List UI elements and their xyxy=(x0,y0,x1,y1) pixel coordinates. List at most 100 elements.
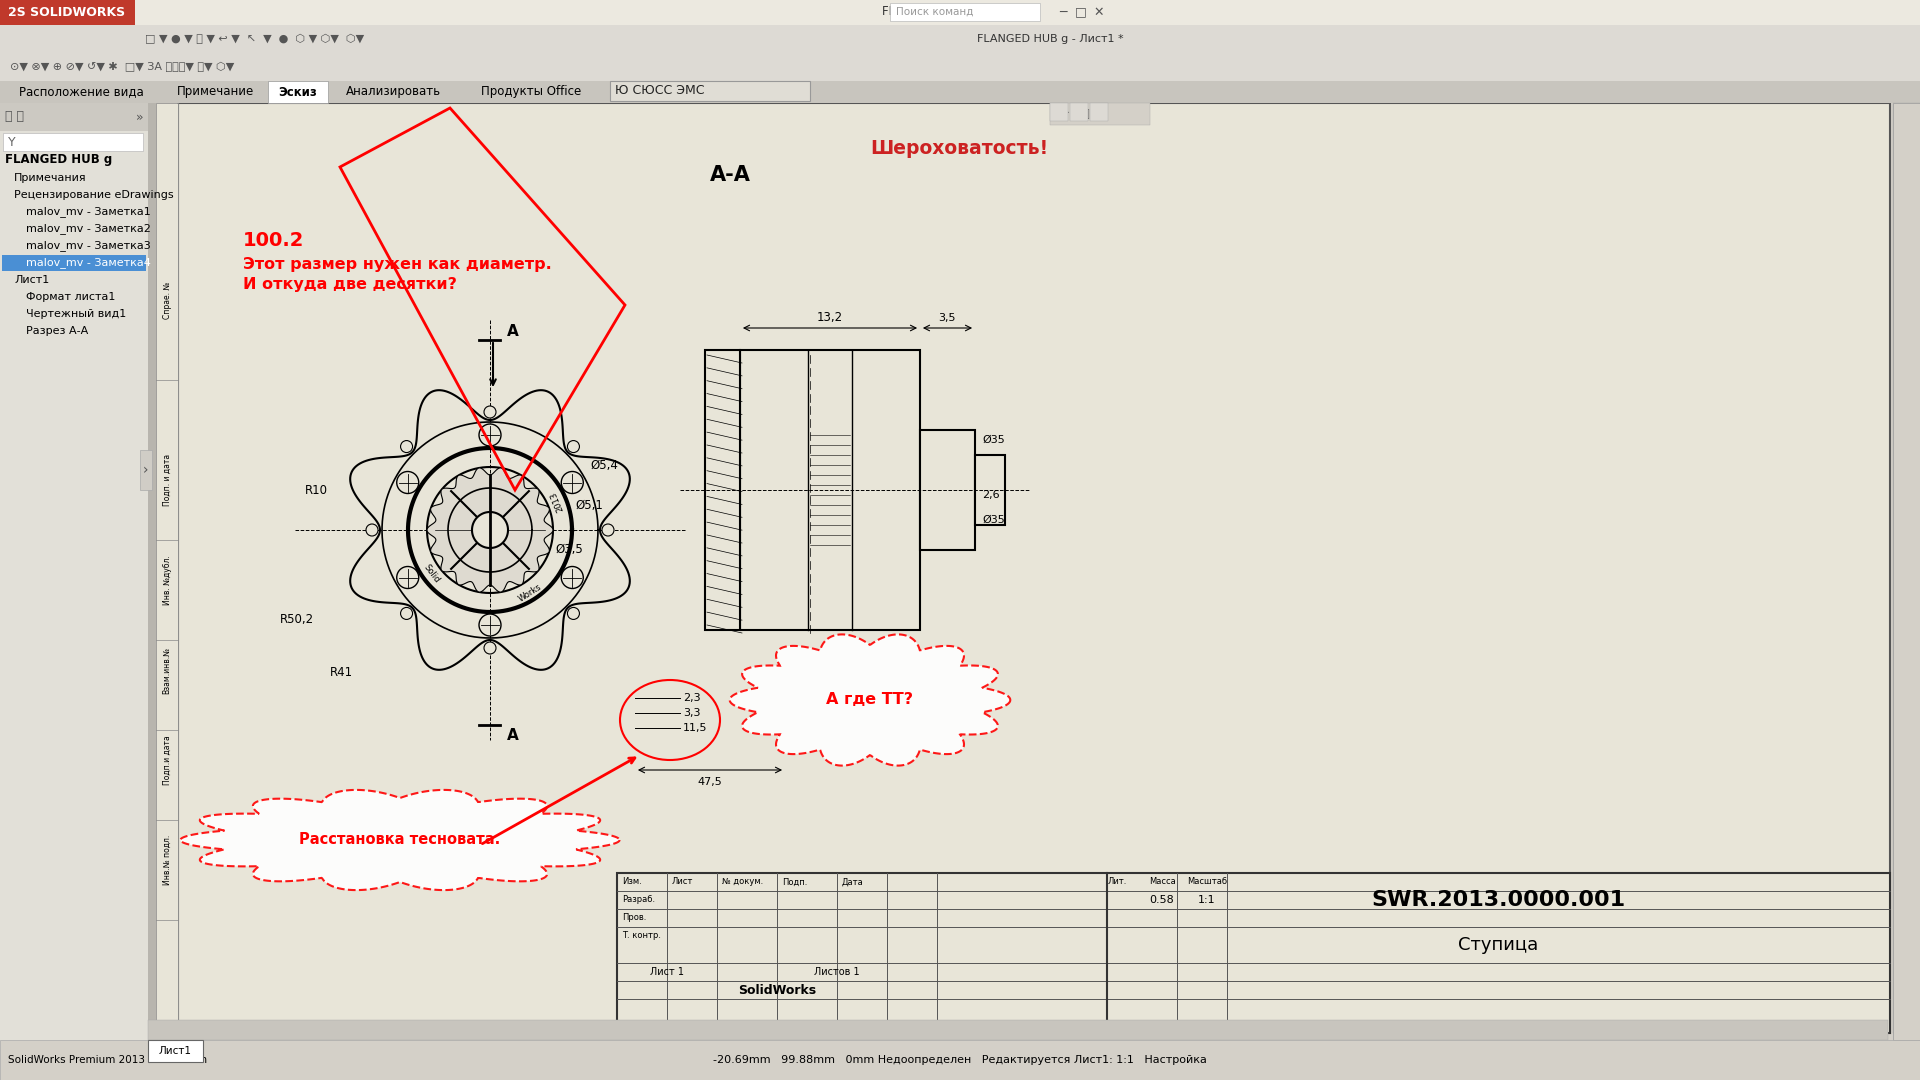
Polygon shape xyxy=(1069,103,1089,121)
Text: Примечание: Примечание xyxy=(177,85,253,98)
Text: ─: ─ xyxy=(1060,5,1068,18)
Text: 0.58: 0.58 xyxy=(1150,895,1175,905)
Text: Подп. и дата: Подп. и дата xyxy=(163,454,171,507)
Text: 47,5: 47,5 xyxy=(697,777,722,787)
Polygon shape xyxy=(1893,103,1920,1040)
Text: Примечания: Примечания xyxy=(13,173,86,183)
Text: Изм.: Изм. xyxy=(622,877,641,887)
Polygon shape xyxy=(179,103,1889,1032)
Polygon shape xyxy=(0,103,148,1080)
Text: 100.2: 100.2 xyxy=(244,230,305,249)
Circle shape xyxy=(397,567,419,589)
Polygon shape xyxy=(1050,103,1150,125)
Polygon shape xyxy=(472,512,509,548)
Polygon shape xyxy=(148,1020,1887,1040)
Text: 3,5: 3,5 xyxy=(939,313,956,323)
Text: 11,5: 11,5 xyxy=(684,723,707,733)
Polygon shape xyxy=(739,350,920,630)
Text: Масштаб: Масштаб xyxy=(1187,877,1227,887)
Text: 2,3: 2,3 xyxy=(684,693,701,703)
Polygon shape xyxy=(2,255,146,271)
Circle shape xyxy=(401,607,413,620)
Text: ✕: ✕ xyxy=(1094,5,1104,18)
Text: ⬛ ⬛: ⬛ ⬛ xyxy=(6,110,23,123)
Text: Пров.: Пров. xyxy=(622,914,647,922)
Text: Взам.инв.№: Взам.инв.№ xyxy=(163,647,171,693)
Polygon shape xyxy=(4,133,142,151)
Text: A: A xyxy=(507,324,518,339)
Polygon shape xyxy=(180,789,620,890)
Text: Дата: Дата xyxy=(843,877,864,887)
Polygon shape xyxy=(1897,120,1916,136)
Text: Анализировать: Анализировать xyxy=(346,85,442,98)
Text: □ ▼ ● ▼ ⬛ ▼ ↩ ▼  ↖  ▼  ●  ⬡ ▼ ⬡▼  ⬡▼: □ ▼ ● ▼ ⬛ ▼ ↩ ▼ ↖ ▼ ● ⬡ ▼ ⬡▼ ⬡▼ xyxy=(146,33,365,44)
Text: № докум.: № докум. xyxy=(722,877,764,887)
Polygon shape xyxy=(1893,103,1920,1032)
Text: SolidWorks Premium 2013 x64 Edition: SolidWorks Premium 2013 x64 Edition xyxy=(8,1055,207,1065)
Polygon shape xyxy=(1897,145,1916,161)
Polygon shape xyxy=(920,430,975,550)
Polygon shape xyxy=(705,350,739,630)
Text: 3,3: 3,3 xyxy=(684,708,701,718)
Polygon shape xyxy=(267,81,328,103)
Polygon shape xyxy=(426,468,553,592)
Text: FLANGED HUB g - Лист1 *: FLANGED HUB g - Лист1 * xyxy=(883,5,1037,18)
Text: FLANGED HUB g: FLANGED HUB g xyxy=(6,153,111,166)
Text: R50,2: R50,2 xyxy=(280,613,315,626)
Text: Разрез А-А: Разрез А-А xyxy=(27,326,88,336)
Text: Ø5,4: Ø5,4 xyxy=(589,459,618,472)
Text: 2013: 2013 xyxy=(549,490,566,513)
Circle shape xyxy=(484,406,495,418)
Text: malov_mv - Заметка2: malov_mv - Заметка2 xyxy=(27,224,152,234)
Polygon shape xyxy=(616,873,1889,1032)
Text: ⟳ 🔍 ⬜: ⟳ 🔍 ⬜ xyxy=(1060,109,1091,119)
Text: malov_mv - Заметка3: malov_mv - Заметка3 xyxy=(27,241,152,252)
Polygon shape xyxy=(1897,280,1916,296)
Text: Ø5,1: Ø5,1 xyxy=(574,499,603,512)
Text: И откуда две десятки?: И откуда две десятки? xyxy=(244,278,457,293)
Circle shape xyxy=(561,567,584,589)
Text: Ю СЮСС ЭМС: Ю СЮСС ЭМС xyxy=(614,84,705,97)
Polygon shape xyxy=(459,81,605,103)
Text: Y: Y xyxy=(8,135,15,148)
Text: Ступица: Ступица xyxy=(1459,936,1538,954)
Text: SWR.2013.0000.001: SWR.2013.0000.001 xyxy=(1371,890,1626,910)
Polygon shape xyxy=(156,103,179,1032)
Polygon shape xyxy=(163,81,267,103)
Text: Расположение вида: Расположение вида xyxy=(19,85,144,98)
Text: Подп.: Подп. xyxy=(781,877,808,887)
Circle shape xyxy=(397,472,419,494)
Text: Рецензирование eDrawings: Рецензирование eDrawings xyxy=(13,190,173,200)
Text: 1:1: 1:1 xyxy=(1198,895,1215,905)
Text: 2S SOLIDWORKS: 2S SOLIDWORKS xyxy=(8,5,125,18)
Circle shape xyxy=(484,642,495,654)
Text: Поиск команд: Поиск команд xyxy=(897,6,973,17)
Text: Продукты Office: Продукты Office xyxy=(482,85,582,98)
Polygon shape xyxy=(0,25,1920,53)
Text: А-А: А-А xyxy=(710,165,751,185)
Text: -20.69mm   99.88mm   0mm Недоопределен   Редактируется Лист1: 1:1   Настройка: -20.69mm 99.88mm 0mm Недоопределен Редак… xyxy=(712,1055,1208,1065)
Polygon shape xyxy=(0,81,1920,103)
Text: Solid: Solid xyxy=(422,563,442,584)
Text: Лист1: Лист1 xyxy=(159,1047,192,1056)
Text: Ø35: Ø35 xyxy=(981,515,1004,525)
Polygon shape xyxy=(148,103,156,1032)
Text: Спрае. №: Спрае. № xyxy=(163,282,171,319)
Text: Т. контр.: Т. контр. xyxy=(622,931,660,941)
Polygon shape xyxy=(0,1040,1920,1080)
Polygon shape xyxy=(1050,103,1068,121)
Text: Лист1: Лист1 xyxy=(13,275,50,285)
Text: Этот размер нужен как диаметр.: Этот размер нужен как диаметр. xyxy=(244,257,551,272)
Text: ⊙▼ ⊗▼ ⊕ ⊘▼ ↺▼ ✱  □▼ ЗА ⬛⬛⬛▼ ⬛▼ ⬡▼: ⊙▼ ⊗▼ ⊕ ⊘▼ ↺▼ ✱ □▼ ЗА ⬛⬛⬛▼ ⬛▼ ⬡▼ xyxy=(10,62,234,72)
Text: Лист: Лист xyxy=(672,877,693,887)
Text: R41: R41 xyxy=(330,665,353,678)
Polygon shape xyxy=(0,53,1920,81)
Circle shape xyxy=(478,615,501,636)
Text: Лит.: Лит. xyxy=(1108,877,1127,887)
Text: 2,6: 2,6 xyxy=(981,490,1000,500)
Text: Лист 1: Лист 1 xyxy=(651,967,684,977)
Text: A: A xyxy=(507,728,518,743)
Polygon shape xyxy=(975,455,1004,525)
Polygon shape xyxy=(1897,175,1916,191)
Polygon shape xyxy=(0,0,1920,25)
